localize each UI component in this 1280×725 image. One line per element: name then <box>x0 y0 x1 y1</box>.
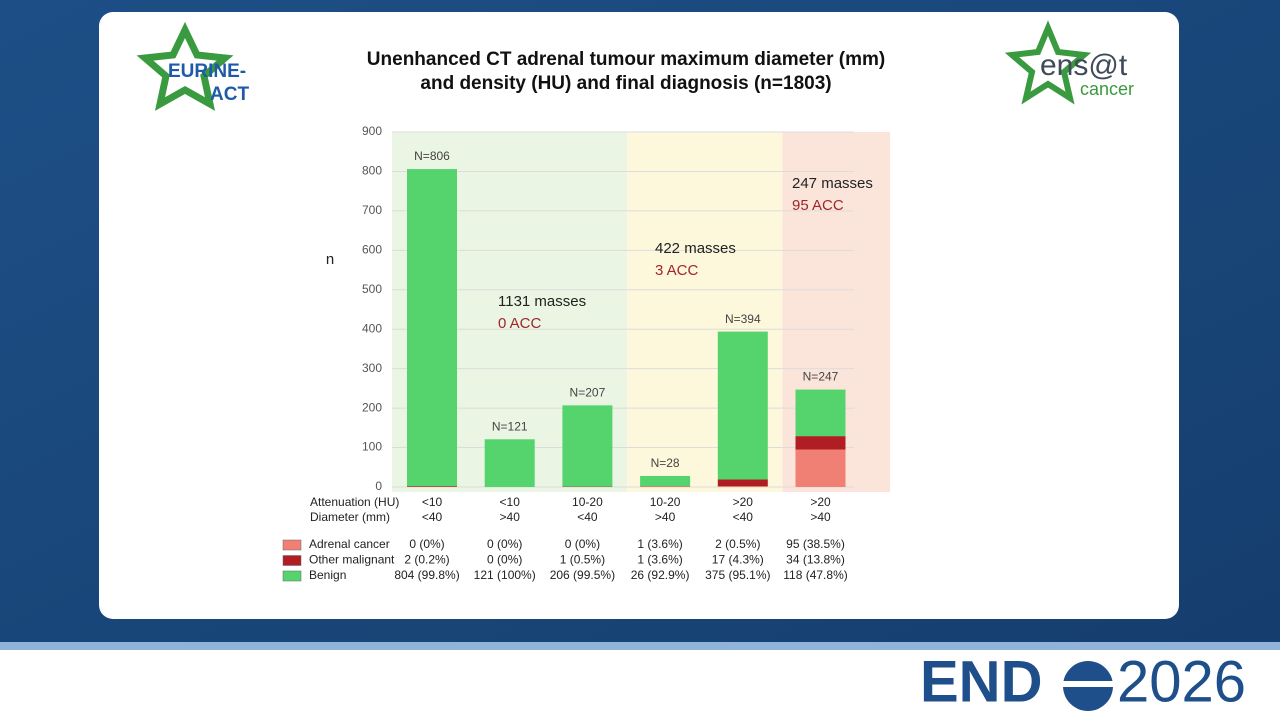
zone-label: 3 ACC <box>655 262 699 279</box>
logo-text: cancer <box>1080 79 1134 99</box>
zone-label: 247 masses <box>792 175 873 192</box>
zone-label: 1131 masses <box>498 293 586 310</box>
logo-text: EURINE- <box>168 61 246 82</box>
bar-segment <box>796 390 846 437</box>
chart-title: Unenhanced CT adrenal tumour maximum dia… <box>367 49 885 70</box>
endo-globe-band <box>1062 681 1114 687</box>
legend-swatch <box>283 571 301 581</box>
table-cell: 118 (47.8%) <box>783 568 847 582</box>
bar-segment <box>407 169 457 486</box>
table-cell: 34 (13.8%) <box>786 553 845 567</box>
chart-title: and density (HU) and final diagnosis (n=… <box>420 73 831 94</box>
zone-label: 95 ACC <box>792 197 844 214</box>
total-label: N=247 <box>803 370 839 384</box>
table-cell: 2 (0.5%) <box>715 537 760 551</box>
x-tick-label: <40 <box>422 510 443 524</box>
total-label: N=806 <box>414 149 450 163</box>
table-cell: 1 (0.5%) <box>560 553 605 567</box>
y-tick-label: 500 <box>362 282 382 296</box>
y-axis-label: n <box>326 251 334 268</box>
bar-segment <box>718 480 768 487</box>
y-tick-label: 800 <box>362 164 382 178</box>
table-cell: 26 (92.9%) <box>631 568 690 582</box>
bar-segment <box>562 405 612 486</box>
table-cell: 0 (0%) <box>487 553 522 567</box>
table-cell: 0 (0%) <box>487 537 522 551</box>
total-label: N=207 <box>570 386 606 400</box>
row-label: Attenuation (HU) <box>310 495 399 509</box>
bar-segment <box>718 332 768 480</box>
bar-segment <box>407 486 457 487</box>
y-tick-label: 200 <box>362 400 382 414</box>
legend-swatch <box>283 556 301 566</box>
x-tick-label: >40 <box>810 510 831 524</box>
y-tick-label: 300 <box>362 361 382 375</box>
endo-logo: 2026 <box>1117 649 1246 714</box>
table-cell: 0 (0%) <box>409 537 444 551</box>
x-tick-label: 10-20 <box>572 495 603 509</box>
bar-segment <box>796 436 846 449</box>
stripe <box>0 642 1280 650</box>
y-tick-label: 0 <box>375 479 382 493</box>
legend-label: Benign <box>309 568 346 582</box>
bar-segment <box>796 450 846 487</box>
x-tick-label: >40 <box>655 510 676 524</box>
table-cell: 0 (0%) <box>565 537 600 551</box>
table-cell: 95 (38.5%) <box>786 537 845 551</box>
bar-segment <box>718 486 768 487</box>
x-tick-label: 10-20 <box>650 495 681 509</box>
x-tick-label: <10 <box>500 495 521 509</box>
table-cell: 804 (99.8%) <box>394 568 459 582</box>
table-cell: 206 (99.5%) <box>550 568 615 582</box>
x-tick-label: >20 <box>733 495 754 509</box>
y-tick-label: 600 <box>362 243 382 257</box>
total-label: N=394 <box>725 312 761 326</box>
y-tick-label: 700 <box>362 203 382 217</box>
x-tick-label: >20 <box>810 495 831 509</box>
table-cell: 1 (3.6%) <box>637 537 682 551</box>
table-cell: 375 (95.1%) <box>705 568 770 582</box>
table-cell: 17 (4.3%) <box>712 553 764 567</box>
table-cell: 121 (100%) <box>474 568 536 582</box>
table-cell: 2 (0.2%) <box>404 553 449 567</box>
logo-text: ens@t <box>1040 49 1128 82</box>
y-tick-label: 100 <box>362 440 382 454</box>
zone-label: 422 masses <box>655 240 736 257</box>
legend-label: Other malignant <box>309 553 395 567</box>
legend-swatch <box>283 540 301 550</box>
zone-label: 0 ACC <box>498 315 542 332</box>
x-tick-label: >40 <box>500 510 521 524</box>
bar-segment <box>485 439 535 487</box>
x-tick-label: <10 <box>422 495 443 509</box>
row-label: Diameter (mm) <box>310 510 390 524</box>
y-tick-label: 400 <box>362 321 382 335</box>
total-label: N=28 <box>651 456 680 470</box>
total-label: N=121 <box>492 419 528 433</box>
bar-segment <box>640 476 690 486</box>
x-tick-label: <40 <box>733 510 754 524</box>
y-tick-label: 900 <box>362 124 382 138</box>
endo-logo: END <box>920 649 1042 714</box>
legend-label: Adrenal cancer <box>309 537 390 551</box>
logo-text: ACT <box>210 84 249 105</box>
table-cell: 1 (3.6%) <box>637 553 682 567</box>
x-tick-label: <40 <box>577 510 598 524</box>
